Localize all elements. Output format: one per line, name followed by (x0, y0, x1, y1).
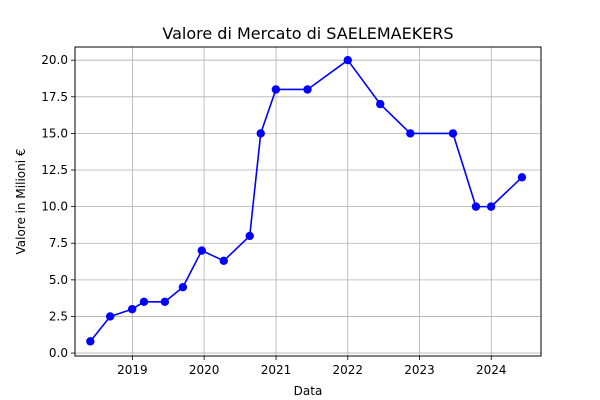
data-point (517, 173, 527, 182)
data-point (219, 256, 228, 266)
y-tick-label: 15.0 (41, 126, 68, 140)
y-tick-label: 7.5 (49, 236, 68, 250)
data-point (197, 246, 206, 255)
plot-frame (74, 46, 542, 357)
axis-ticks: 0.0 2.5 5.0 7.5 10.0 12.5 15.0 17.5 20.0 2019 2020… (41, 53, 506, 377)
data-point (486, 202, 496, 211)
data-point (245, 231, 254, 241)
series-layer (86, 55, 527, 346)
x-axis-label: Data (294, 384, 323, 398)
x-tick-label: 2024 (476, 363, 507, 377)
y-tick-label: 10.0 (41, 200, 68, 214)
data-point (127, 304, 137, 314)
data-point (86, 337, 95, 346)
y-tick-label: 0.0 (49, 346, 68, 360)
chart-title: Valore di Mercato di SAELEMAEKERS (162, 24, 453, 43)
x-tick-label: 2020 (189, 363, 220, 377)
data-point (271, 85, 281, 94)
data-point (139, 297, 149, 307)
y-tick-label: 5.0 (49, 273, 68, 287)
data-point (178, 282, 188, 292)
data-point (471, 202, 481, 211)
x-tick-label: 2023 (404, 363, 435, 377)
x-tick-label: 2021 (261, 363, 292, 377)
y-tick-label: 17.5 (41, 90, 68, 104)
data-point (256, 129, 265, 138)
y-tick-label: 12.5 (41, 163, 68, 177)
grid-lines (75, 47, 541, 356)
y-axis-label: Valore in Milioni € (14, 148, 28, 254)
data-point (105, 312, 115, 321)
x-tick-label: 2019 (117, 363, 148, 377)
y-tick-label: 2.5 (49, 309, 68, 323)
x-tick-label: 2022 (333, 363, 364, 377)
data-point (160, 297, 170, 307)
data-point (448, 129, 458, 138)
data-point (376, 99, 385, 109)
y-tick-label: 20.0 (41, 53, 68, 67)
data-point (303, 85, 312, 94)
data-point (343, 55, 352, 65)
data-point (406, 129, 415, 138)
